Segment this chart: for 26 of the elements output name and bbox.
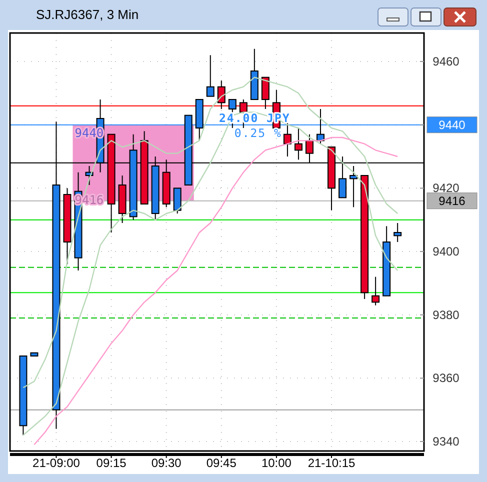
candlestick [294,128,302,160]
y-tick-label: 9340 [432,434,460,448]
candlestick [173,188,182,214]
line-series [22,76,398,388]
y-tick-label: 9380 [432,308,460,322]
chart-title: SJ.RJ6367, 3 Min [36,7,139,22]
y-tick-label: 9360 [432,371,460,386]
candlestick [206,54,214,97]
ref-line-label: 9416 [438,194,466,208]
x-tick-label: 09:45 [206,456,237,470]
candlestick [261,76,270,110]
candlestick [394,222,402,242]
candlestick [372,276,380,306]
annotation: 9416 [74,192,104,207]
ref-line-label: 9440 [438,118,466,132]
y-tick-label: 9420 [432,181,460,196]
y-tick-label: 9400 [432,244,460,258]
y-tick-label: 9460 [432,54,460,68]
x-tick-label: 21-09:00 [32,456,80,470]
x-tick-label: 21-10:15 [308,456,356,470]
x-tick-label: 09:30 [151,456,182,470]
x-tick-label: 10:00 [261,456,292,470]
annotation: 0.25 % [234,126,282,140]
x-tick-label: 09:15 [96,456,127,470]
candlestick [338,156,347,198]
candlestick [283,121,292,157]
